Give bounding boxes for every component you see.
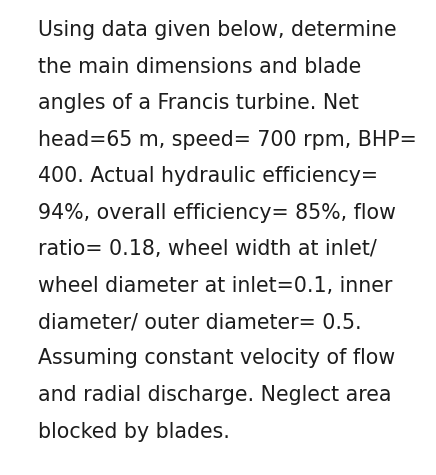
Text: Using data given below, determine: Using data given below, determine [38, 20, 397, 40]
Text: wheel diameter at inlet=0.1, inner: wheel diameter at inlet=0.1, inner [38, 276, 392, 295]
Text: 400. Actual hydraulic efficiency=: 400. Actual hydraulic efficiency= [38, 166, 378, 186]
Text: Assuming constant velocity of flow: Assuming constant velocity of flow [38, 349, 395, 369]
Text: the main dimensions and blade: the main dimensions and blade [38, 57, 361, 76]
Text: head=65 m, speed= 700 rpm, BHP=: head=65 m, speed= 700 rpm, BHP= [38, 130, 417, 150]
Text: and radial discharge. Neglect area: and radial discharge. Neglect area [38, 385, 392, 405]
Text: diameter/ outer diameter= 0.5.: diameter/ outer diameter= 0.5. [38, 312, 361, 332]
Text: ratio= 0.18, wheel width at inlet/: ratio= 0.18, wheel width at inlet/ [38, 239, 377, 259]
Text: blocked by blades.: blocked by blades. [38, 421, 230, 441]
Text: 94%, overall efficiency= 85%, flow: 94%, overall efficiency= 85%, flow [38, 202, 396, 222]
Text: angles of a Francis turbine. Net: angles of a Francis turbine. Net [38, 93, 359, 113]
